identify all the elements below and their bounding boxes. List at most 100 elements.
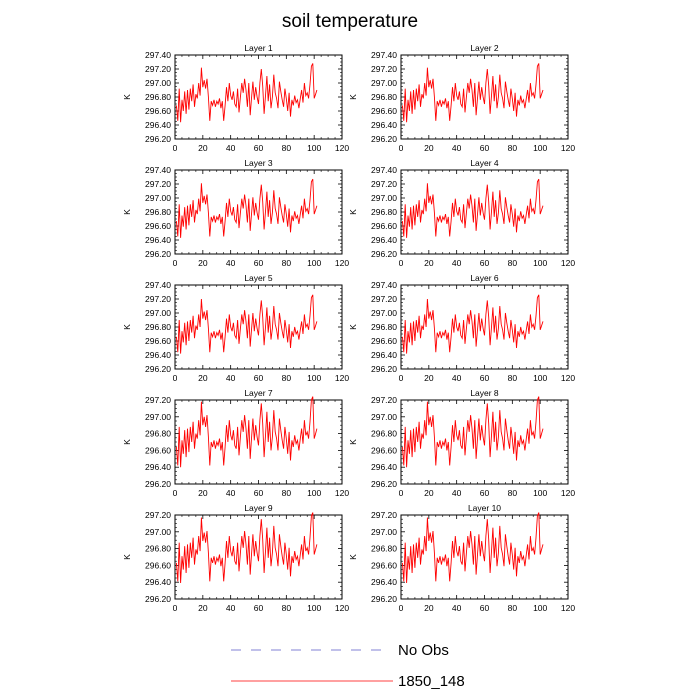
y-tick-label: 296.80	[145, 322, 171, 332]
y-tick-label: 297.00	[145, 193, 171, 203]
plot-frame	[400, 54, 569, 140]
x-tick-label: 20	[424, 603, 434, 613]
y-tick-label: 296.80	[371, 322, 397, 332]
x-tick-label: 60	[480, 143, 490, 153]
y-tick-label: 297.20	[145, 294, 171, 304]
panel-3: Layer 3 K 0 20 40 60 80 100 120 296.20 296.40 296.6…	[122, 158, 349, 268]
x-tick-label: 100	[533, 143, 547, 153]
y-axis-label: K	[122, 94, 132, 100]
x-tick-label: 20	[198, 258, 208, 268]
x-tick-label: 100	[307, 488, 321, 498]
panel-title: Layer 8	[470, 388, 499, 398]
y-tick-label: 297.40	[145, 50, 171, 60]
x-tick-label: 80	[282, 143, 292, 153]
plot-frame	[174, 54, 343, 140]
x-tick-label: 100	[307, 603, 321, 613]
y-tick-label: 297.20	[145, 510, 171, 520]
x-tick-label: 0	[399, 143, 404, 153]
x-tick-label: 40	[452, 258, 462, 268]
x-tick-label: 80	[508, 603, 518, 613]
y-tick-label: 296.80	[371, 429, 397, 439]
series-line-1850-148	[401, 294, 544, 354]
panel-9: Layer 9 K 0 20 40 60 80 100 120 296.20 296.40 296.6…	[122, 503, 349, 613]
y-axis-label: K	[348, 324, 358, 330]
panel-7: Layer 7 K 0 20 40 60 80 100 120 296.20 296.40 296.6…	[122, 388, 349, 498]
y-tick-label: 296.60	[145, 560, 171, 570]
x-tick-label: 80	[282, 488, 292, 498]
x-tick-label: 40	[226, 603, 236, 613]
x-tick-label: 60	[480, 603, 490, 613]
x-tick-label: 40	[452, 373, 462, 383]
y-tick-label: 296.60	[371, 336, 397, 346]
y-axis-label: K	[122, 324, 132, 330]
panel-title: Layer 7	[244, 388, 273, 398]
x-tick-label: 120	[561, 603, 575, 613]
y-tick-label: 296.80	[371, 544, 397, 554]
y-tick-label: 296.40	[145, 462, 171, 472]
series-line-1850-148	[401, 396, 544, 468]
x-tick-label: 40	[226, 488, 236, 498]
x-tick-label: 100	[307, 143, 321, 153]
y-tick-label: 297.20	[145, 179, 171, 189]
y-axis-label: K	[122, 439, 132, 445]
y-tick-label: 296.40	[145, 577, 171, 587]
x-tick-label: 20	[424, 143, 434, 153]
x-tick-label: 0	[399, 603, 404, 613]
x-tick-label: 40	[226, 143, 236, 153]
x-tick-label: 40	[226, 258, 236, 268]
y-axis-label: K	[348, 209, 358, 215]
y-axis-label: K	[122, 554, 132, 560]
y-tick-label: 296.20	[145, 134, 171, 144]
x-tick-label: 0	[173, 603, 178, 613]
y-tick-label: 297.40	[371, 280, 397, 290]
x-tick-label: 60	[480, 373, 490, 383]
panel-title: Layer 4	[470, 158, 499, 168]
y-tick-label: 296.60	[371, 221, 397, 231]
x-tick-label: 120	[335, 488, 349, 498]
y-tick-label: 296.60	[371, 445, 397, 455]
y-tick-label: 296.20	[145, 364, 171, 374]
x-tick-label: 100	[533, 603, 547, 613]
x-tick-label: 20	[198, 373, 208, 383]
panel-1: Layer 1 K 0 20 40 60 80 100 120 296.20 296.40 296.6…	[122, 43, 349, 153]
y-tick-label: 296.80	[145, 207, 171, 217]
y-tick-label: 297.00	[371, 193, 397, 203]
x-tick-label: 0	[173, 143, 178, 153]
y-axis-label: K	[348, 554, 358, 560]
x-tick-label: 100	[533, 373, 547, 383]
x-tick-label: 80	[282, 603, 292, 613]
y-tick-label: 296.20	[371, 594, 397, 604]
panel-5: Layer 5 K 0 20 40 60 80 100 120 296.20 296.40 296.6…	[122, 273, 349, 383]
y-tick-label: 297.40	[371, 165, 397, 175]
x-tick-label: 20	[198, 143, 208, 153]
x-tick-label: 80	[282, 373, 292, 383]
x-tick-label: 120	[561, 373, 575, 383]
y-tick-label: 297.20	[371, 510, 397, 520]
y-tick-label: 297.00	[145, 308, 171, 318]
x-tick-label: 60	[480, 488, 490, 498]
x-tick-label: 120	[335, 603, 349, 613]
y-tick-label: 297.40	[371, 50, 397, 60]
x-tick-label: 60	[480, 258, 490, 268]
y-axis-label: K	[348, 94, 358, 100]
plot-frame	[174, 169, 343, 255]
y-tick-label: 297.40	[145, 280, 171, 290]
y-tick-label: 296.60	[145, 221, 171, 231]
panel-4: Layer 4 K 0 20 40 60 80 100 120 296.20 296.40 296.6…	[348, 158, 575, 268]
x-tick-label: 40	[452, 143, 462, 153]
y-tick-label: 296.20	[371, 249, 397, 259]
x-tick-label: 0	[173, 258, 178, 268]
panel-title: Layer 1	[244, 43, 273, 53]
series-line-1850-148	[175, 396, 318, 468]
y-tick-label: 296.60	[371, 106, 397, 116]
x-tick-label: 120	[561, 258, 575, 268]
panel-8: Layer 8 K 0 20 40 60 80 100 120 296.20 296.40 296.6…	[348, 388, 575, 498]
x-tick-label: 60	[254, 143, 264, 153]
series-line-1850-148	[175, 294, 318, 354]
x-tick-label: 100	[533, 258, 547, 268]
series-line-1850-148	[175, 63, 318, 123]
series-line-1850-148	[401, 512, 544, 584]
x-tick-label: 120	[561, 143, 575, 153]
x-tick-label: 20	[424, 258, 434, 268]
y-tick-label: 296.60	[145, 445, 171, 455]
